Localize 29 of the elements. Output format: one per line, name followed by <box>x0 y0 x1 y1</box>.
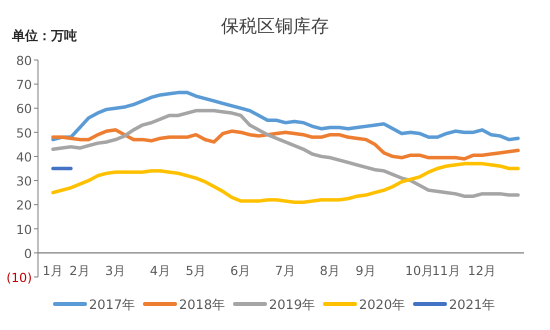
y-tick-label: 20 <box>16 198 32 213</box>
y-tick-label: 80 <box>16 53 32 68</box>
y-tick-label: 40 <box>16 149 32 164</box>
y-tick-label: 10 <box>16 222 32 237</box>
y-tick-label: 60 <box>16 101 32 116</box>
legend-label: 2017年 <box>89 298 136 313</box>
y-tick-label: 50 <box>16 125 32 140</box>
x-tick-label: 12月 <box>468 262 497 278</box>
chart-title: 保税区铜库存 <box>221 16 329 37</box>
x-tick-label: 2月 <box>69 262 90 278</box>
x-tick-label: 9月 <box>356 262 376 278</box>
y-tick-label: 0 <box>24 246 32 261</box>
y-axis-title: 单位：万吨 <box>11 28 77 44</box>
x-tick-label: 7月 <box>275 262 296 278</box>
x-tick-label: 10月 <box>405 262 434 278</box>
legend-label: 2019年 <box>269 298 316 313</box>
x-tick-label: 6月 <box>230 262 252 278</box>
legend-label: 2021年 <box>449 298 496 313</box>
x-tick-label: 1月 <box>42 262 64 278</box>
legend-label: 2020年 <box>359 298 406 313</box>
x-tick-label: 11月 <box>432 262 461 278</box>
x-tick-label: 4月 <box>150 262 171 278</box>
y-tick-label: 30 <box>16 174 32 189</box>
y-tick-label: 70 <box>16 77 32 92</box>
y-tick-label: (10) <box>6 270 32 285</box>
x-tick-label: 3月 <box>105 262 126 278</box>
x-tick-label: 5月 <box>186 262 207 278</box>
x-tick-label: 8月 <box>320 262 341 278</box>
legend-label: 2018年 <box>179 298 226 313</box>
